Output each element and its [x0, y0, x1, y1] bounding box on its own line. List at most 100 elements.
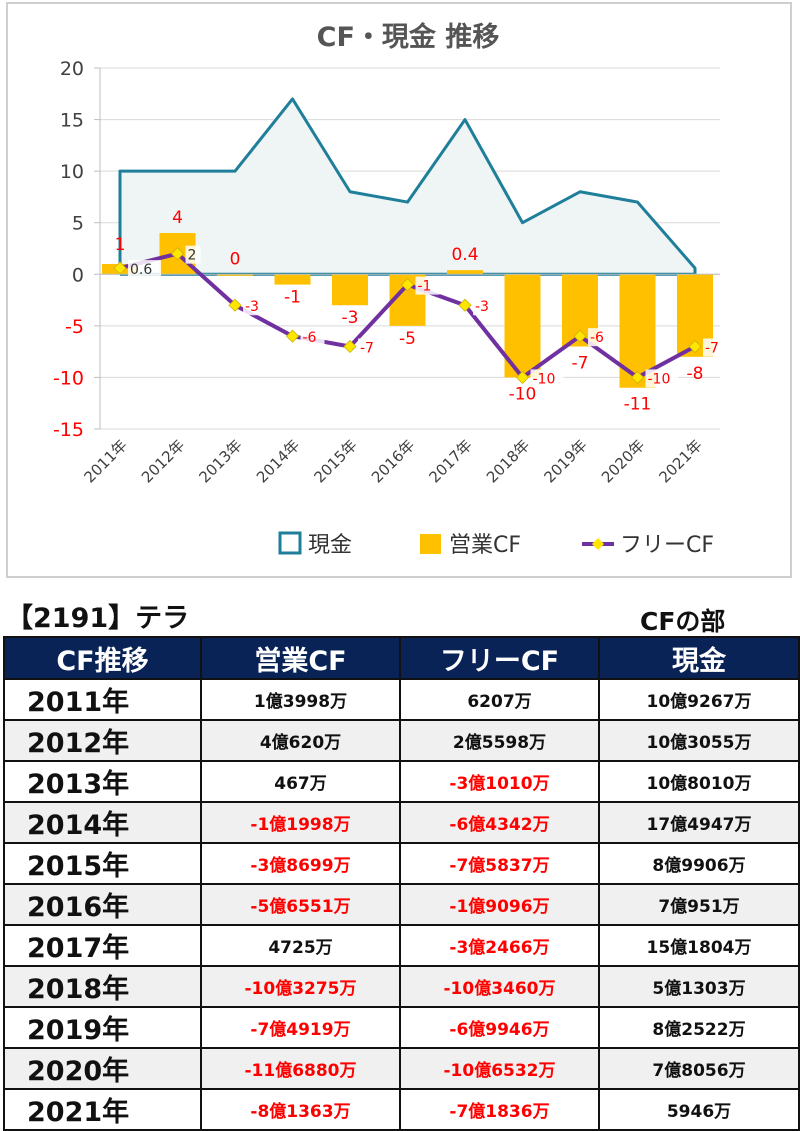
- cash-area-fill: [120, 98, 695, 275]
- free-cf-cell: -7億1836万: [399, 1088, 600, 1131]
- legend-free-cf-label: フリーCF: [620, 533, 714, 558]
- cash-cell: 10億3055万: [598, 719, 800, 762]
- operating-cf-bar: [274, 274, 311, 285]
- header-operating-cf: 営業CF: [200, 636, 401, 680]
- table-row: 2018年 -10億3275万 -10億3460万 5億1303万: [3, 965, 800, 1008]
- free-cf-data-label: -6: [590, 330, 604, 346]
- free-cf-data-label: -1: [418, 279, 432, 295]
- operating-cf-data-label: 1: [115, 235, 126, 255]
- x-tick-label: 2020年: [598, 436, 648, 486]
- y-tick-label: -15: [53, 419, 84, 441]
- year-cell: 2016年: [3, 883, 202, 926]
- operating-cf-data-label: 0: [230, 249, 241, 269]
- operating-cf-data-label: 4: [172, 208, 183, 228]
- cash-series-outline: [118, 97, 697, 276]
- x-tick-label: 2013年: [195, 436, 245, 486]
- free-cf-marker: [170, 247, 185, 261]
- company-ticker: 【2191】テラ: [6, 603, 190, 634]
- cash-cell: 5億1303万: [598, 965, 800, 1008]
- free-cf-marker: [113, 261, 127, 275]
- cf-cash-chart: CF・現金 推移20151050-5-10-15140-1-3-50.4-10-…: [53, 21, 727, 558]
- x-tick-label: 2015年: [310, 436, 360, 486]
- chart-frame: CF・現金 推移 20 15 10 5 0 -5 -10 -15 1 4 0 -1 -3 -5 0.4 -10-…: [6, 2, 792, 578]
- y-tick-label: 0: [72, 264, 84, 286]
- free-cf-data-label: -7: [360, 340, 374, 356]
- cash-cell: 10億8010万: [598, 760, 800, 803]
- free-cf-marker: [343, 339, 357, 354]
- operating-cf-cell: -1億1998万: [200, 801, 401, 844]
- year-cell: 2021年: [3, 1088, 202, 1131]
- cash-cell: 15億1804万: [598, 924, 800, 967]
- operating-cf-data-label: -8: [687, 364, 704, 384]
- free-cf-cell: -1億9096万: [399, 883, 600, 926]
- operating-cf-data-label: -11: [624, 395, 652, 415]
- free-cf-label-bg: [415, 276, 440, 295]
- free-cf-marker: [228, 298, 242, 312]
- table-header-row: CF推移 営業CF フリーCF 現金: [3, 636, 800, 680]
- x-tick-label: 2017年: [425, 436, 475, 486]
- operating-cf-bar: [332, 274, 368, 306]
- free-cf-data-label: 0.6: [130, 262, 152, 278]
- free-cf-marker: [630, 370, 645, 384]
- free-cf-marker: [515, 370, 530, 384]
- table-row: 2011年 1億3998万 6207万 10億9267万: [3, 678, 800, 721]
- table-row: 2019年 -7億4919万 -6億9946万 8億2522万: [3, 1006, 800, 1049]
- table-row: 2017年 4725万 -3億2466万 15億1804万: [3, 924, 800, 967]
- free-cf-label-bg: [645, 369, 679, 388]
- free-cf-data-label: -10: [533, 371, 556, 387]
- year-cell: 2018年: [3, 965, 202, 1008]
- year-cell: 2014年: [3, 801, 202, 844]
- header-free-cf: フリーCF: [399, 636, 600, 680]
- y-tick-label: 15: [60, 110, 84, 132]
- year-cell: 2019年: [3, 1006, 202, 1049]
- free-cf-marker: [458, 298, 472, 312]
- cash-cell: 8億2522万: [598, 1006, 800, 1049]
- legend-cash-swatch: [278, 531, 302, 555]
- operating-cf-cell: -10億3275万: [200, 965, 401, 1008]
- free-cf-cell: -7億5837万: [399, 842, 600, 885]
- y-tick-label: 20: [60, 58, 84, 80]
- operating-cf-bar: [447, 270, 483, 275]
- free-cf-data-label: -6: [303, 330, 317, 346]
- free-cf-label-bg: [300, 328, 325, 347]
- free-cf-cell: -3億2466万: [399, 924, 600, 967]
- x-tick-label: 2019年: [540, 436, 590, 486]
- operating-cf-cell: -8億1363万: [200, 1088, 401, 1131]
- free-cf-data-label: -7: [705, 340, 719, 356]
- free-cf-cell: -6億4342万: [399, 801, 600, 844]
- operating-cf-cell: -3億8699万: [200, 842, 401, 885]
- cash-cell: 8億9906万: [598, 842, 800, 885]
- y-tick-label: -5: [65, 316, 84, 338]
- table-row: 2016年 -5億6551万 -1億9096万 7億951万: [3, 883, 800, 926]
- year-cell: 2015年: [3, 842, 202, 885]
- free-cf-cell: -3億1010万: [399, 760, 600, 803]
- year-cell: 2012年: [3, 719, 202, 762]
- cash-cell: 17億4947万: [598, 801, 800, 844]
- free-cf-data-label: 2: [188, 248, 197, 264]
- operating-cf-data-label: -7: [572, 353, 589, 373]
- free-cf-cell: 6207万: [399, 678, 600, 721]
- operating-cf-data-label: -5: [399, 329, 416, 349]
- cf-table: CF推移 営業CF フリーCF 現金 2011年 1億3998万 6207万 10億9…: [3, 636, 800, 1131]
- operating-cf-cell: 4725万: [200, 924, 401, 967]
- free-cf-cell: -10億3460万: [399, 965, 600, 1008]
- free-cf-label-bg: [185, 245, 201, 264]
- y-tick-label: 10: [60, 161, 84, 183]
- free-cf-marker: [400, 278, 415, 292]
- cash-cell: 7億8056万: [598, 1047, 800, 1090]
- table-row: 2020年 -11億6880万 -10億6532万 7億8056万: [3, 1047, 800, 1090]
- y-tick-label: 5: [72, 213, 84, 235]
- x-tick-label: 2016年: [368, 436, 418, 486]
- table-row: 2015年 -3億8699万 -7億5837万 8億9906万: [3, 842, 800, 885]
- x-tick-label: 2018年: [483, 436, 533, 486]
- x-tick-label: 2014年: [253, 436, 303, 486]
- table-row: 2014年 -1億1998万 -6億4342万 17億4947万: [3, 801, 800, 844]
- header-cash: 現金: [598, 636, 800, 680]
- chart-title: CF・現金 推移: [317, 21, 500, 53]
- x-tick-label: 2021年: [655, 436, 705, 486]
- free-cf-cell: 2億5598万: [399, 719, 600, 762]
- operating-cf-cell: 1億3998万: [200, 678, 401, 721]
- table-row: 2012年 4億620万 2億5598万 10億3055万: [3, 719, 800, 762]
- table-row: 2021年 -8億1363万 -7億1836万 5946万: [3, 1088, 800, 1131]
- operating-cf-cell: -11億6880万: [200, 1047, 401, 1090]
